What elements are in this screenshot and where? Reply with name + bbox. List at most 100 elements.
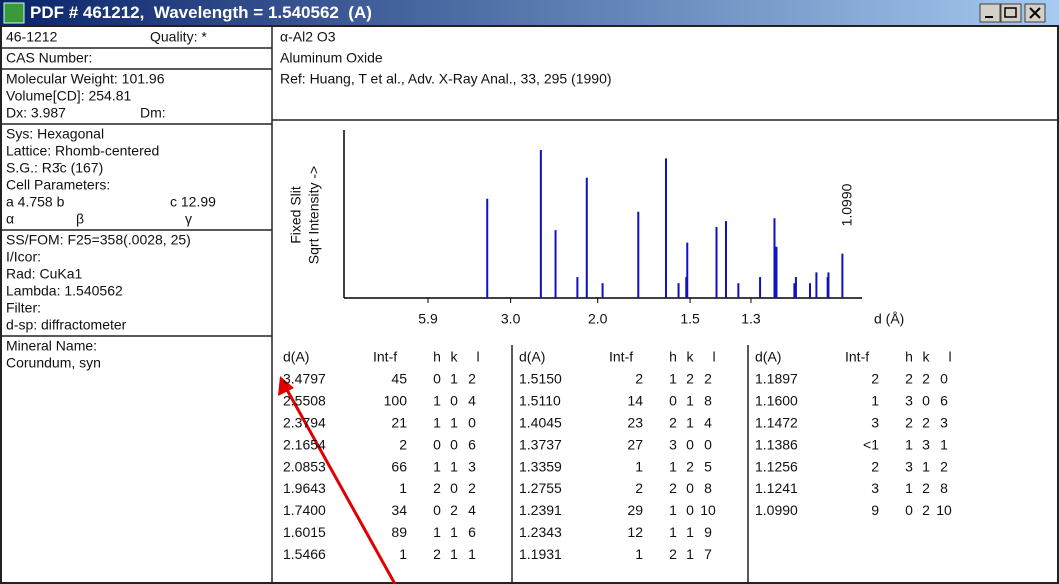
table-cell: 0 — [686, 480, 694, 496]
info-text: a 4.758 b — [6, 194, 65, 210]
info-text: CAS Number: — [6, 50, 92, 66]
table-cell: 2 — [940, 458, 948, 474]
minimize-button[interactable] — [979, 3, 1001, 23]
table-cell: 2.3794 — [283, 415, 326, 431]
x-label: d (Å) — [874, 311, 904, 327]
info-text: Corundum, syn — [6, 355, 101, 371]
table-cell: 3 — [940, 415, 948, 431]
table-cell: 1.0990 — [755, 502, 798, 518]
table-cell: 1 — [905, 436, 913, 452]
table-cell: 66 — [391, 458, 407, 474]
table-cell: 0 — [940, 371, 948, 387]
table-cell: 3 — [468, 458, 476, 474]
column-header: k — [923, 349, 931, 365]
table-cell: 1 — [905, 480, 913, 496]
column-header: h — [433, 349, 441, 365]
table-cell: 34 — [391, 502, 407, 518]
info-text: Dm: — [140, 105, 166, 121]
table-cell: 1 — [686, 393, 694, 409]
formula: α-Al2 O3 — [280, 29, 336, 45]
maximize-button[interactable] — [1000, 3, 1022, 23]
x-tick-label: 1.3 — [741, 311, 761, 327]
red-arrow — [278, 376, 397, 584]
table-cell: 0 — [686, 502, 694, 518]
info-text: Lattice: Rhomb-centered — [6, 143, 159, 159]
table-cell: 0 — [433, 436, 441, 452]
table-cell: 1.1256 — [755, 458, 798, 474]
table-cell: 1.1931 — [519, 546, 562, 562]
table-cell: 1 — [669, 524, 677, 540]
info-text: Mineral Name: — [6, 338, 97, 354]
column-header: h — [669, 349, 677, 365]
table-cell: 0 — [433, 502, 441, 518]
window-frame — [0, 25, 1059, 584]
table-cell: 1 — [871, 393, 879, 409]
table-cell: 2 — [704, 371, 712, 387]
table-cell: 6 — [940, 393, 948, 409]
table-cell: 1 — [399, 546, 407, 562]
table-cell: 0 — [686, 436, 694, 452]
column-header: Int-f — [609, 349, 633, 365]
close-icon — [1029, 7, 1041, 19]
table-cell: 2 — [669, 480, 677, 496]
table-cell: 1 — [450, 524, 458, 540]
info-text: γ — [185, 211, 192, 227]
table-cell: 6 — [468, 436, 476, 452]
column-header: l — [476, 349, 479, 365]
table-cell: 1 — [468, 546, 476, 562]
table-cell: 1.1897 — [755, 371, 798, 387]
table-cell: 1.4045 — [519, 415, 562, 431]
column-header: l — [712, 349, 715, 365]
table-cell: 2 — [450, 502, 458, 518]
table-cell: 0 — [922, 393, 930, 409]
info-text: Filter: — [6, 300, 41, 316]
table-cell: 1.6015 — [283, 524, 326, 540]
info-text: Dx: 3.987 — [6, 105, 66, 121]
table-cell: 2 — [399, 436, 407, 452]
table-cell: 89 — [391, 524, 407, 540]
table-cell: 1 — [399, 480, 407, 496]
table-cell: 2 — [635, 480, 643, 496]
table-cell: 1 — [635, 458, 643, 474]
info-text: Quality: * — [150, 29, 207, 45]
table-cell: 1.1241 — [755, 480, 798, 496]
table-cell: 0 — [450, 480, 458, 496]
info-text: Molecular Weight: 101.96 — [6, 71, 165, 87]
maximize-icon — [1004, 7, 1017, 18]
table-cell: 1.1472 — [755, 415, 798, 431]
peak-annotation: 1.0990 — [839, 183, 855, 226]
table-cell: 1.1386 — [755, 436, 798, 452]
table-cell: 2 — [922, 480, 930, 496]
table-cell: 3 — [669, 436, 677, 452]
info-text: SS/FOM: F25=358(.0028, 25) — [6, 232, 191, 248]
table-cell: 1 — [433, 393, 441, 409]
table-cell: 2 — [871, 458, 879, 474]
table-cell: 27 — [627, 436, 643, 452]
table-cell: 1 — [450, 371, 458, 387]
table-cell: 8 — [704, 393, 712, 409]
info-text: Lambda: 1.540562 — [6, 283, 123, 299]
table-cell: 12 — [627, 524, 643, 540]
table-cell: 1 — [433, 524, 441, 540]
title-bar — [0, 0, 1059, 26]
table-cell: 1.2391 — [519, 502, 562, 518]
x-tick-label: 3.0 — [501, 311, 521, 327]
table-cell: 5 — [704, 458, 712, 474]
table-cell: 3 — [871, 480, 879, 496]
table-cell: 0 — [905, 502, 913, 518]
table-cell: 10 — [700, 502, 716, 518]
table-cell: 4 — [704, 415, 712, 431]
column-header: Int-f — [845, 349, 869, 365]
info-text: Rad: CuKa1 — [6, 266, 82, 282]
table-cell: 2 — [905, 371, 913, 387]
x-tick-label: 5.9 — [418, 311, 438, 327]
info-text: d-sp: diffractometer — [6, 317, 127, 333]
table-cell: 100 — [384, 393, 408, 409]
table-cell: 1 — [940, 436, 948, 452]
table-cell: 3.4797 — [283, 371, 326, 387]
arrow-head — [278, 376, 294, 396]
info-text: c 12.99 — [170, 194, 216, 210]
table-cell: 45 — [391, 371, 407, 387]
column-header: d(A) — [519, 349, 545, 365]
table-cell: 1.2755 — [519, 480, 562, 496]
